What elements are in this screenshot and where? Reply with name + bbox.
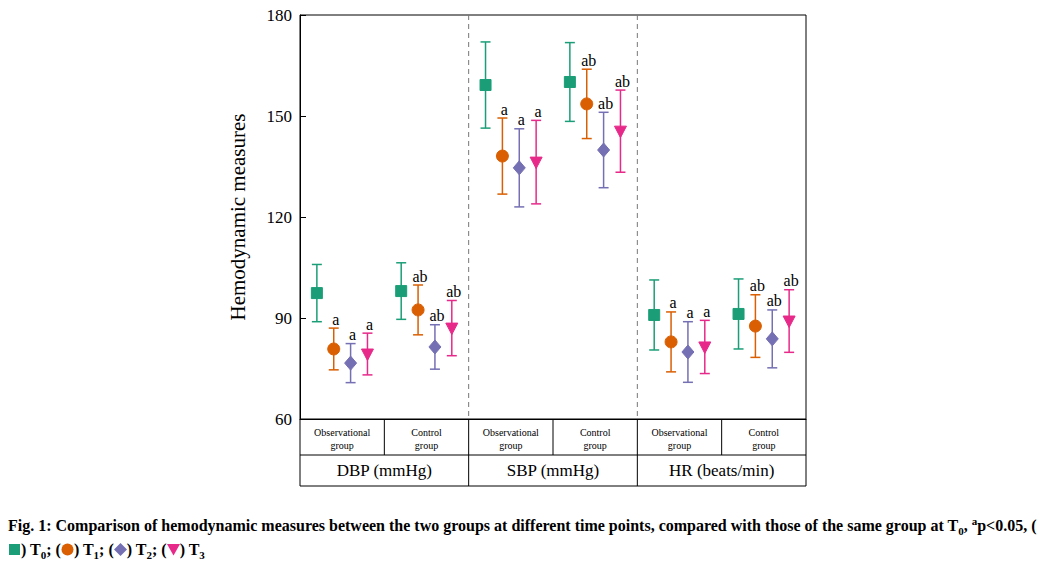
svg-text:ab: ab: [750, 277, 765, 294]
svg-text:Control: Control: [749, 427, 780, 438]
svg-text:ab: ab: [446, 283, 461, 300]
html-text:) T3: ) T3: [179, 541, 205, 562]
svg-text:group: group: [415, 440, 438, 451]
svg-text:ab: ab: [429, 307, 444, 324]
svg-text:90: 90: [275, 309, 292, 328]
svg-text:group: group: [583, 440, 606, 451]
svg-text:a: a: [501, 101, 508, 118]
svg-text:SBP (mmHg): SBP (mmHg): [507, 461, 599, 480]
svg-text:Observational: Observational: [651, 427, 707, 438]
html-text:Fig. 1: Comparison of hemodyna: Fig. 1: Comparison of hemodynamic measur…: [8, 514, 1037, 538]
svg-text:ab: ab: [767, 292, 782, 309]
svg-text:a: a: [670, 294, 677, 311]
svg-text:Observational: Observational: [483, 427, 539, 438]
svg-text:ab: ab: [784, 272, 799, 289]
svg-text:a: a: [518, 111, 525, 128]
svg-text:group: group: [752, 440, 775, 451]
svg-text:Control: Control: [580, 427, 611, 438]
svg-text:a: a: [686, 304, 693, 321]
svg-text:a: a: [703, 303, 710, 320]
svg-text:180: 180: [267, 6, 293, 25]
svg-text:a: a: [349, 326, 356, 343]
svg-text:group: group: [499, 440, 522, 451]
svg-text:Observational: Observational: [314, 427, 370, 438]
svg-text:HR (beats/min): HR (beats/min): [669, 461, 774, 480]
svg-text:ab: ab: [598, 95, 613, 112]
svg-text:Hemodynamic measures: Hemodynamic measures: [226, 113, 250, 320]
svg-text:ab: ab: [413, 268, 428, 285]
html-text:) T0; (: ) T0; (: [21, 541, 61, 562]
svg-text:ab: ab: [615, 73, 630, 90]
svg-text:a: a: [366, 316, 373, 333]
html-text:) T2; (: ) T2; (: [126, 541, 167, 562]
svg-text:150: 150: [267, 107, 293, 126]
svg-text:Control: Control: [411, 427, 442, 438]
svg-text:DBP (mmHg): DBP (mmHg): [337, 461, 432, 480]
html-text:) T1; (: ) T1; (: [73, 541, 114, 562]
svg-text:group: group: [330, 440, 353, 451]
svg-text:a: a: [535, 103, 542, 120]
svg-text:60: 60: [275, 410, 292, 429]
svg-text:a: a: [332, 311, 339, 328]
svg-text:ab: ab: [581, 52, 596, 69]
svg-text:group: group: [668, 440, 691, 451]
svg-text:120: 120: [267, 208, 293, 227]
